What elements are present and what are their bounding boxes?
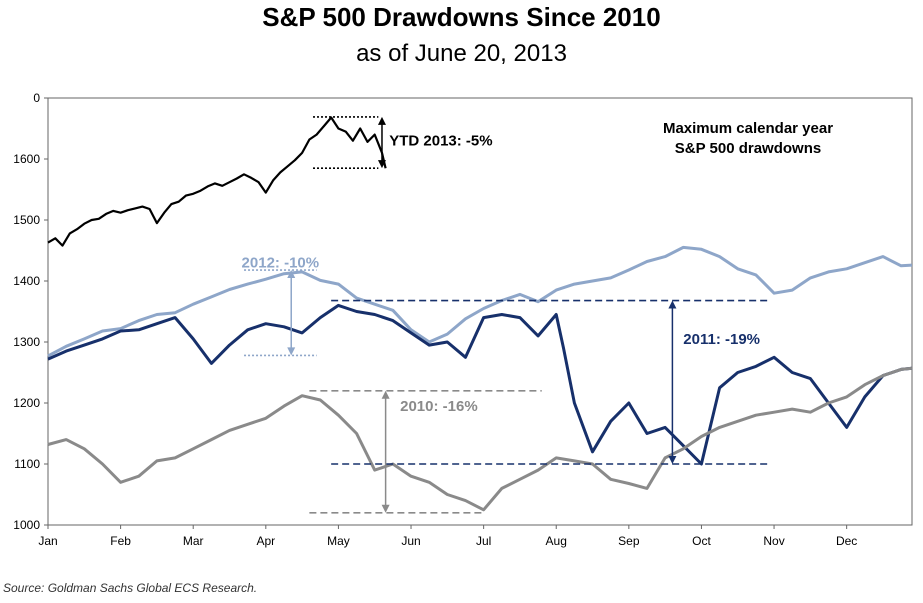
annotations-group: YTD 2013: -5% 2012: -10% 2011: -19% 2010: -… [242,120,834,415]
x-tick-label: Sep [618,534,640,548]
dd-2012-arrow-head-bottom [287,347,296,356]
dd-2010-arrow-head-bottom [381,504,390,513]
y-tick-label: 1000 [13,518,40,532]
dd-2012-arrow-head-top [287,270,296,279]
chart-title: S&P 500 Drawdowns Since 2010 [262,2,661,32]
annotation-label-3: 2010: -16% [400,398,478,415]
x-tick-label: Oct [692,534,711,548]
y-axis: 0 1600 1500 1400 1300 1200 1100 1000 [13,91,48,532]
y-tick-label: 1300 [13,335,40,349]
dd-2011-arrow-head-top [668,300,677,309]
ytd-2013-arrow-head-top [377,116,386,125]
x-tick-label: Apr [256,534,275,548]
x-tick-label: Dec [836,534,857,548]
drawdown-guides [244,116,771,514]
y-tick-label: 1100 [14,457,40,471]
x-tick-label: Jun [401,534,420,548]
series-line-2011 [47,303,913,466]
plot-frame [47,97,913,526]
ytd-2013-arrow-head-bottom [377,160,386,169]
dd-2010-arrow-head-top [381,390,390,399]
source-note: Source: Goldman Sachs Global ECS Researc… [3,581,258,595]
series-line-2013 [47,116,387,247]
x-tick-label: Mar [183,534,204,548]
x-tick-label: May [327,534,350,548]
x-axis: Jan Feb Mar Apr May Jun Jul Aug Sep Oct Nov Dec [38,525,857,548]
y-tick-label: 1400 [13,274,40,288]
series-line-2010 [47,366,913,512]
y-tick-label: 0 [33,91,40,105]
x-tick-label: Aug [546,534,567,548]
x-tick-label: Nov [763,534,784,548]
annotation-label-0: YTD 2013: -5% [389,133,492,150]
x-tick-label: Feb [110,534,131,548]
legend-note-line: S&P 500 drawdowns [675,140,821,157]
x-tick-label: Jul [476,534,491,548]
annotation-label-2: 2011: -19% [683,331,760,348]
y-tick-label: 1200 [13,396,40,410]
x-tick-label: Jan [38,534,57,548]
dd-2011-arrow-head-bottom [668,456,677,464]
y-tick-label: 1600 [13,152,40,166]
chart-subtitle: as of June 20, 2013 [356,40,567,67]
annotation-label-1: 2012: -10% [242,255,320,272]
series-line-2012 [47,245,913,358]
series-group [47,116,913,512]
legend-note-line: Maximum calendar year [663,120,833,137]
y-tick-label: 1500 [13,213,40,227]
